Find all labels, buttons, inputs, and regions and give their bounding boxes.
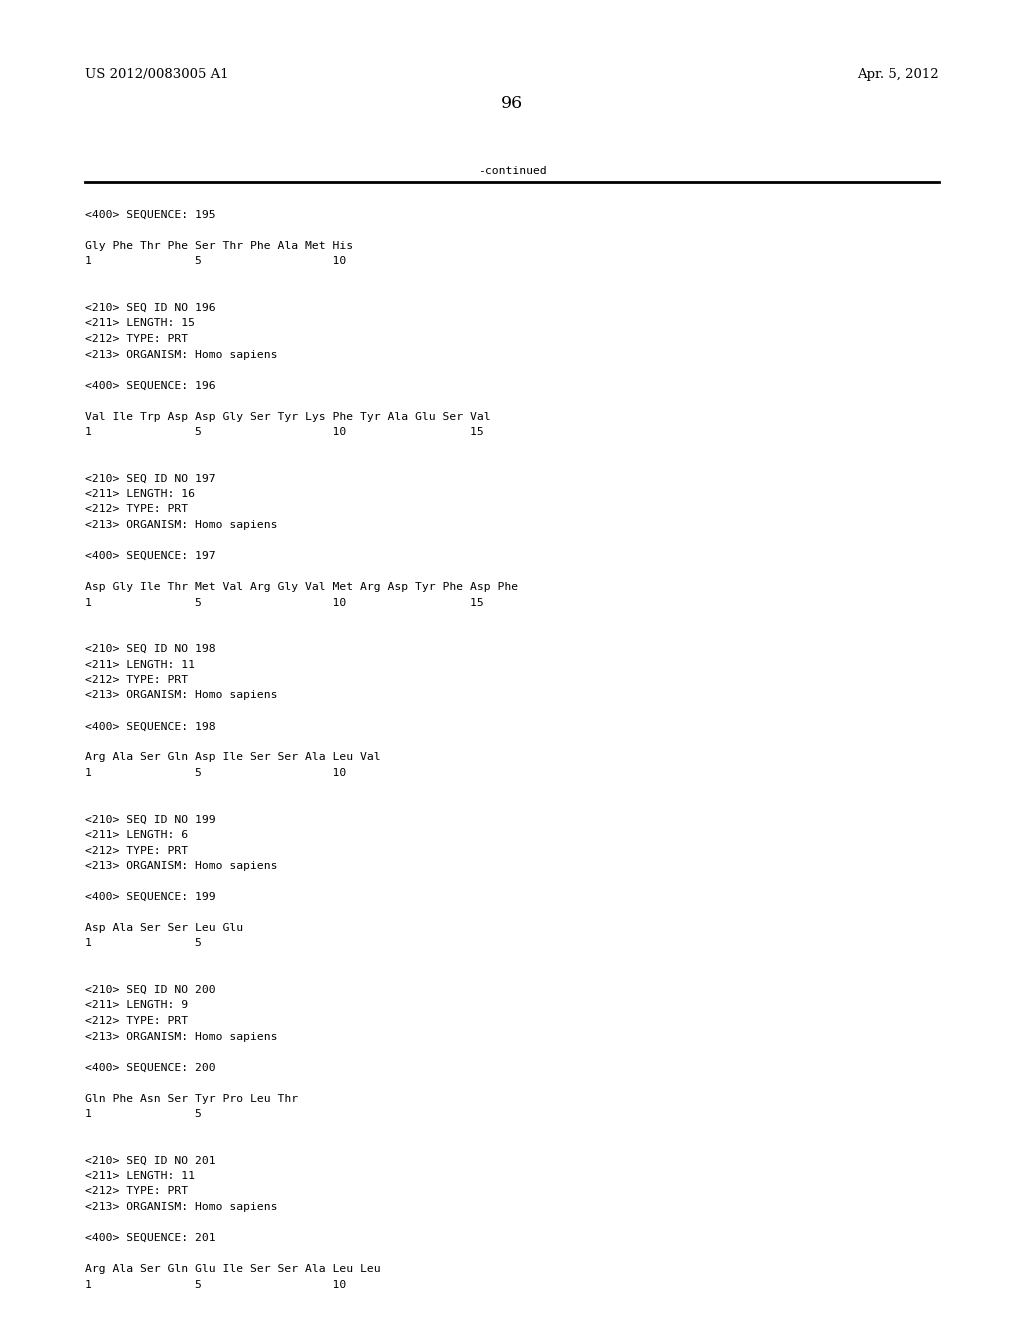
Text: Apr. 5, 2012: Apr. 5, 2012 xyxy=(857,69,939,81)
Text: 1               5                   10                  15: 1 5 10 15 xyxy=(85,598,483,607)
Text: 96: 96 xyxy=(501,95,523,112)
Text: 1               5                   10: 1 5 10 xyxy=(85,1279,346,1290)
Text: <400> SEQUENCE: 196: <400> SEQUENCE: 196 xyxy=(85,380,216,391)
Text: <212> TYPE: PRT: <212> TYPE: PRT xyxy=(85,1016,188,1026)
Text: <400> SEQUENCE: 199: <400> SEQUENCE: 199 xyxy=(85,892,216,902)
Text: <211> LENGTH: 16: <211> LENGTH: 16 xyxy=(85,488,195,499)
Text: 1               5                   10: 1 5 10 xyxy=(85,256,346,267)
Text: <212> TYPE: PRT: <212> TYPE: PRT xyxy=(85,1187,188,1196)
Text: <213> ORGANISM: Homo sapiens: <213> ORGANISM: Homo sapiens xyxy=(85,520,278,531)
Text: <213> ORGANISM: Homo sapiens: <213> ORGANISM: Homo sapiens xyxy=(85,861,278,871)
Text: <212> TYPE: PRT: <212> TYPE: PRT xyxy=(85,504,188,515)
Text: <212> TYPE: PRT: <212> TYPE: PRT xyxy=(85,334,188,345)
Text: <400> SEQUENCE: 198: <400> SEQUENCE: 198 xyxy=(85,722,216,731)
Text: <400> SEQUENCE: 195: <400> SEQUENCE: 195 xyxy=(85,210,216,220)
Text: <210> SEQ ID NO 198: <210> SEQ ID NO 198 xyxy=(85,644,216,653)
Text: <400> SEQUENCE: 200: <400> SEQUENCE: 200 xyxy=(85,1063,216,1072)
Text: <212> TYPE: PRT: <212> TYPE: PRT xyxy=(85,675,188,685)
Text: Gly Phe Thr Phe Ser Thr Phe Ala Met His: Gly Phe Thr Phe Ser Thr Phe Ala Met His xyxy=(85,242,353,251)
Text: US 2012/0083005 A1: US 2012/0083005 A1 xyxy=(85,69,228,81)
Text: <213> ORGANISM: Homo sapiens: <213> ORGANISM: Homo sapiens xyxy=(85,690,278,701)
Text: Asp Ala Ser Ser Leu Glu: Asp Ala Ser Ser Leu Glu xyxy=(85,923,243,933)
Text: <210> SEQ ID NO 200: <210> SEQ ID NO 200 xyxy=(85,985,216,995)
Text: <210> SEQ ID NO 196: <210> SEQ ID NO 196 xyxy=(85,304,216,313)
Text: <210> SEQ ID NO 201: <210> SEQ ID NO 201 xyxy=(85,1155,216,1166)
Text: 1               5                   10: 1 5 10 xyxy=(85,768,346,777)
Text: <211> LENGTH: 11: <211> LENGTH: 11 xyxy=(85,660,195,669)
Text: -continued: -continued xyxy=(477,166,547,176)
Text: <211> LENGTH: 11: <211> LENGTH: 11 xyxy=(85,1171,195,1181)
Text: Arg Ala Ser Gln Glu Ile Ser Ser Ala Leu Leu: Arg Ala Ser Gln Glu Ile Ser Ser Ala Leu … xyxy=(85,1265,381,1274)
Text: <213> ORGANISM: Homo sapiens: <213> ORGANISM: Homo sapiens xyxy=(85,1031,278,1041)
Text: Arg Ala Ser Gln Asp Ile Ser Ser Ala Leu Val: Arg Ala Ser Gln Asp Ile Ser Ser Ala Leu … xyxy=(85,752,381,763)
Text: <213> ORGANISM: Homo sapiens: <213> ORGANISM: Homo sapiens xyxy=(85,350,278,359)
Text: Gln Phe Asn Ser Tyr Pro Leu Thr: Gln Phe Asn Ser Tyr Pro Leu Thr xyxy=(85,1093,298,1104)
Text: 1               5: 1 5 xyxy=(85,939,202,949)
Text: <400> SEQUENCE: 201: <400> SEQUENCE: 201 xyxy=(85,1233,216,1243)
Text: <210> SEQ ID NO 199: <210> SEQ ID NO 199 xyxy=(85,814,216,825)
Text: <213> ORGANISM: Homo sapiens: <213> ORGANISM: Homo sapiens xyxy=(85,1203,278,1212)
Text: <211> LENGTH: 9: <211> LENGTH: 9 xyxy=(85,1001,188,1011)
Text: <212> TYPE: PRT: <212> TYPE: PRT xyxy=(85,846,188,855)
Text: <400> SEQUENCE: 197: <400> SEQUENCE: 197 xyxy=(85,550,216,561)
Text: <210> SEQ ID NO 197: <210> SEQ ID NO 197 xyxy=(85,474,216,483)
Text: 1               5                   10                  15: 1 5 10 15 xyxy=(85,426,483,437)
Text: Asp Gly Ile Thr Met Val Arg Gly Val Met Arg Asp Tyr Phe Asp Phe: Asp Gly Ile Thr Met Val Arg Gly Val Met … xyxy=(85,582,518,591)
Text: <211> LENGTH: 15: <211> LENGTH: 15 xyxy=(85,318,195,329)
Text: <211> LENGTH: 6: <211> LENGTH: 6 xyxy=(85,830,188,840)
Text: Val Ile Trp Asp Asp Gly Ser Tyr Lys Phe Tyr Ala Glu Ser Val: Val Ile Trp Asp Asp Gly Ser Tyr Lys Phe … xyxy=(85,412,490,421)
Text: 1               5: 1 5 xyxy=(85,1109,202,1119)
